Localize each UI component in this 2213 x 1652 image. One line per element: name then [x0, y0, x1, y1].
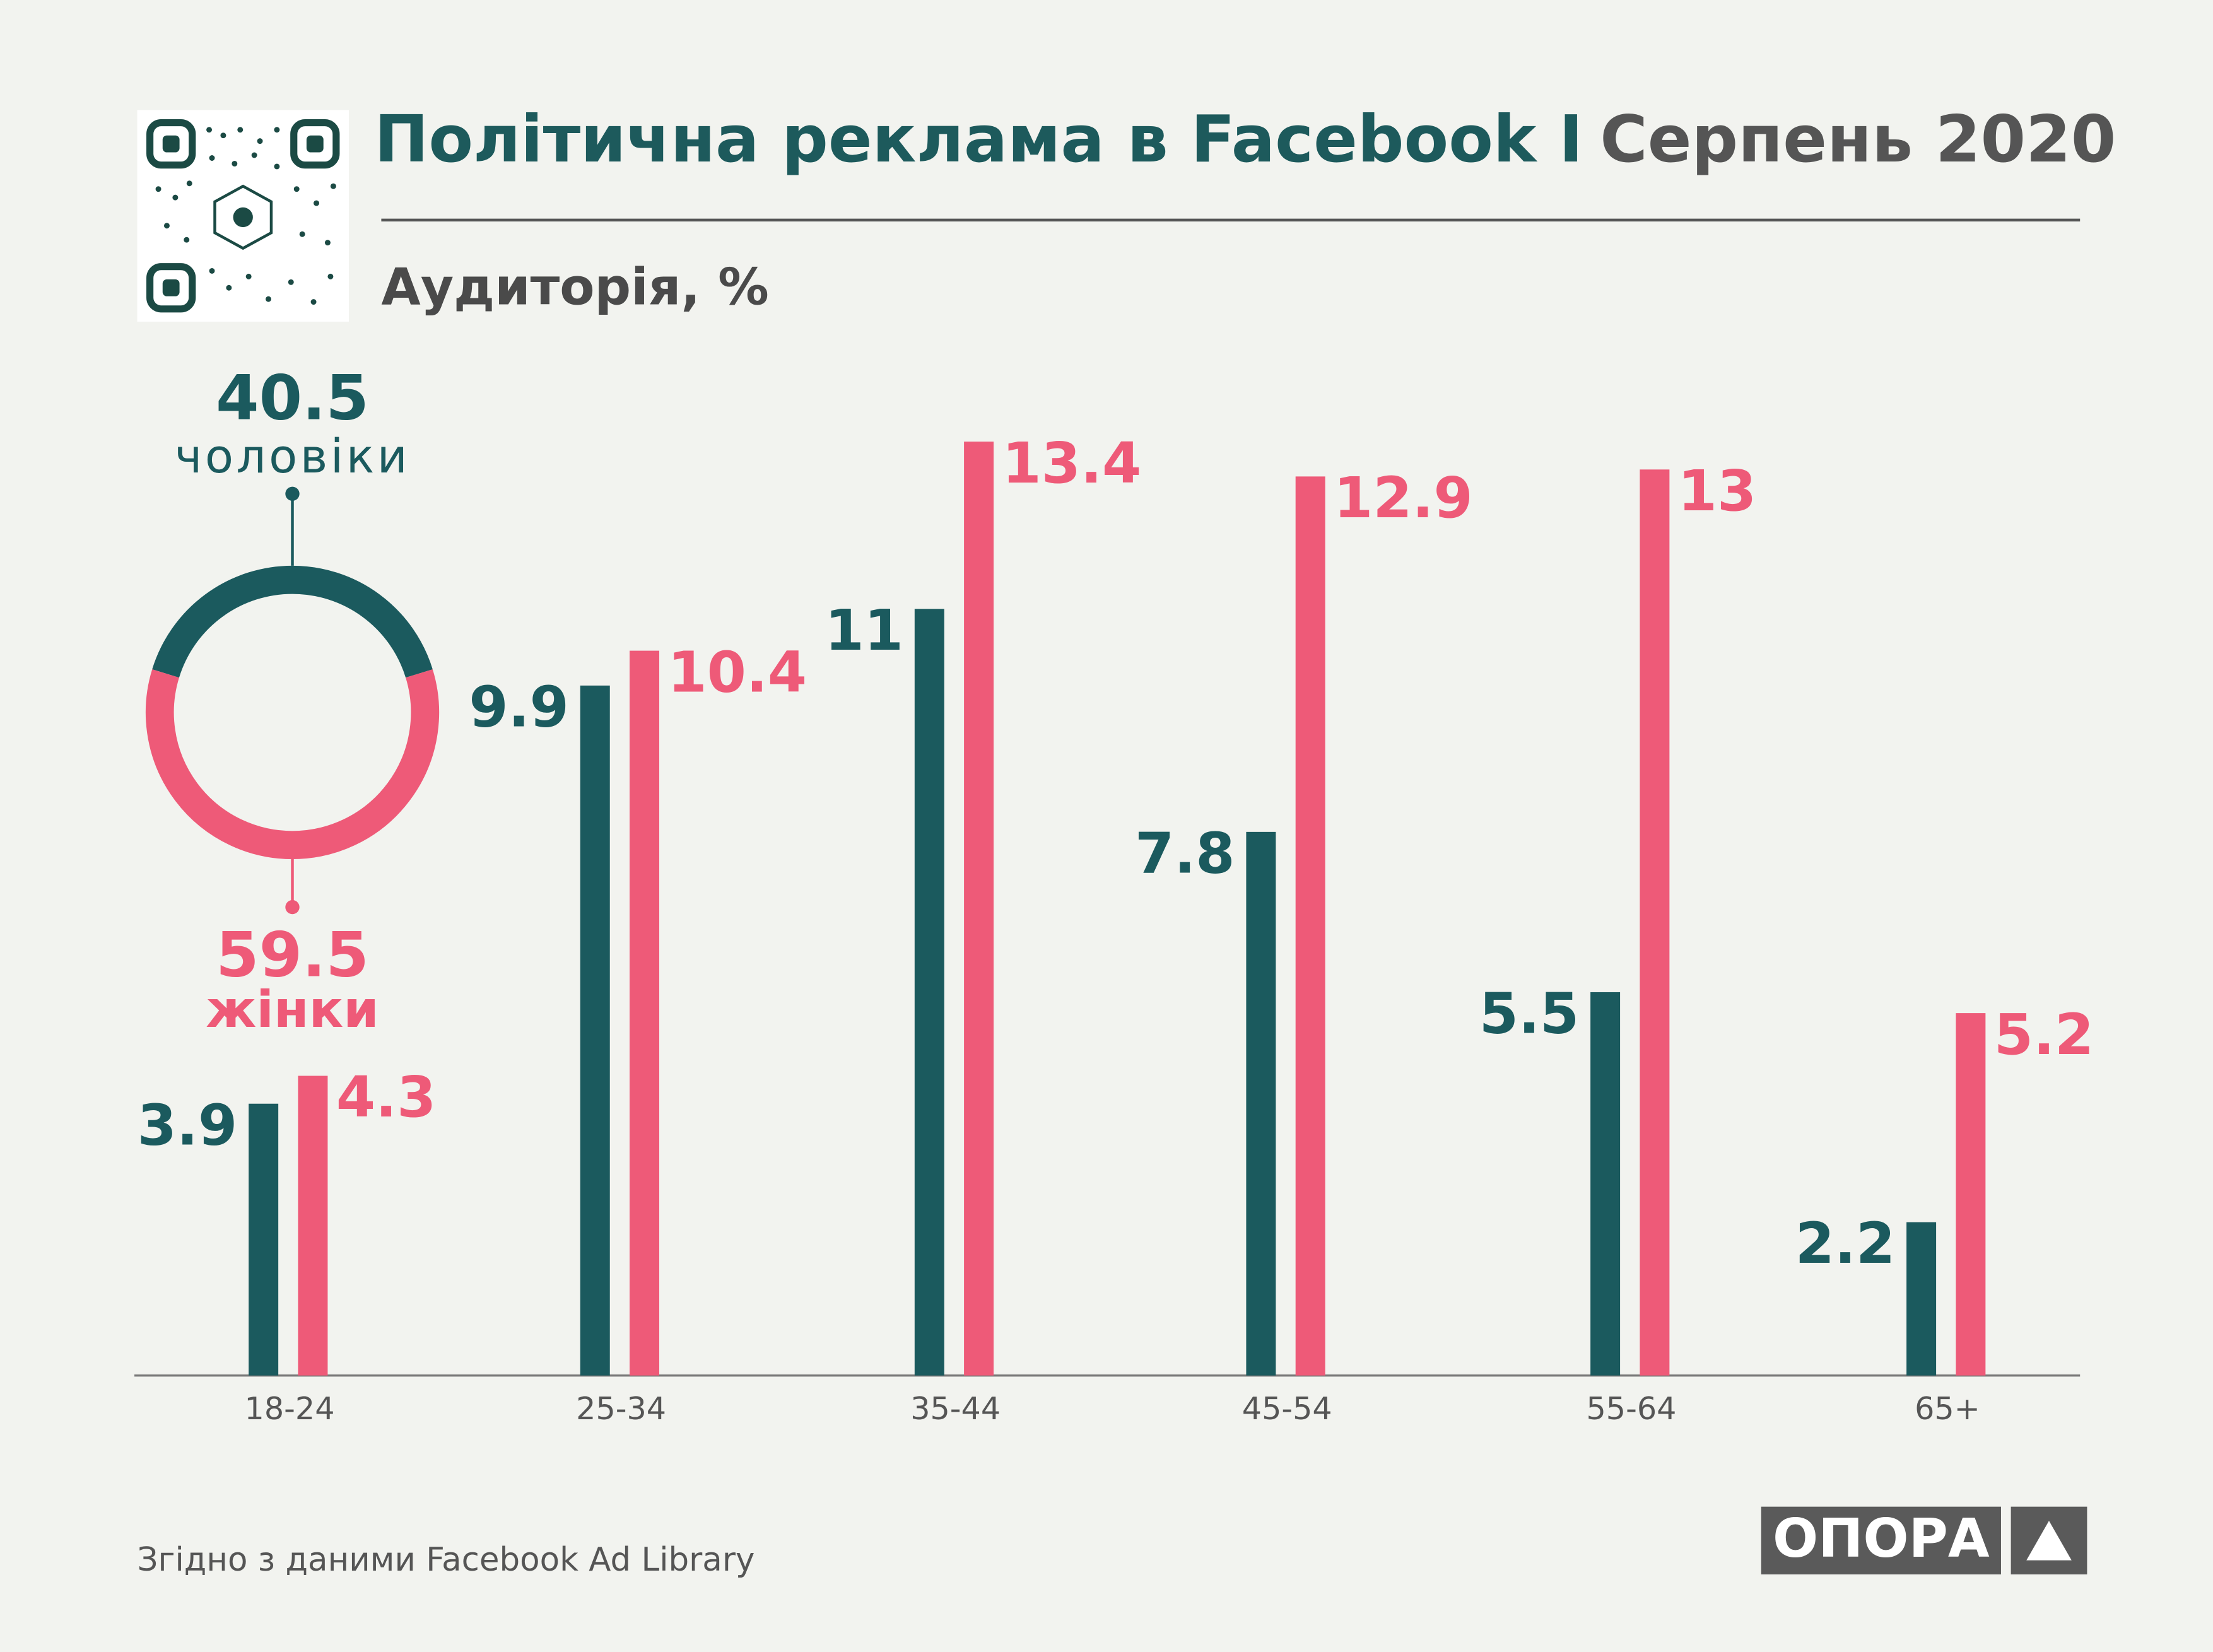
x-tick-label: 25-34 — [576, 1390, 666, 1427]
value-label: 3.9 — [138, 1093, 237, 1158]
donut-segment — [145, 669, 440, 860]
x-tick-label: 45-54 — [1242, 1390, 1332, 1427]
value-label: 12.9 — [1334, 466, 1473, 531]
bar — [1295, 476, 1325, 1376]
qr-code — [137, 110, 349, 322]
title-date: Серпень 2020 — [1600, 102, 2116, 177]
logo: ОПОРА — [1761, 1506, 2087, 1574]
bar — [249, 1103, 279, 1376]
bar — [630, 650, 660, 1376]
x-tick-label: 55-64 — [1587, 1390, 1677, 1427]
value-label: 59.5 — [216, 920, 369, 992]
connector-dot — [285, 486, 300, 501]
x-tick-label: 35-44 — [910, 1390, 1001, 1427]
value-label: 11 — [825, 598, 903, 664]
bar — [1590, 992, 1621, 1376]
x-tick-label: 18-24 — [245, 1390, 335, 1427]
bar — [964, 442, 994, 1376]
connector-dot — [285, 899, 300, 915]
legend-label: чоловіки — [175, 430, 410, 484]
bar — [1956, 1013, 1986, 1376]
value-label: 5.5 — [1479, 981, 1579, 1047]
bar — [1246, 831, 1276, 1376]
bar — [298, 1075, 328, 1376]
value-label: 40.5 — [216, 362, 369, 434]
title-main: Політична реклама в Facebook I — [374, 102, 1583, 177]
legend-label: жінки — [206, 980, 379, 1039]
value-label: 4.3 — [336, 1065, 436, 1130]
value-label: 9.9 — [469, 674, 568, 740]
bar — [580, 685, 610, 1376]
value-label: 13 — [1678, 459, 1756, 524]
value-label: 7.8 — [1135, 821, 1235, 887]
x-tick-label: 65+ — [1915, 1390, 1980, 1427]
bar — [914, 609, 944, 1376]
donut-segment — [152, 565, 433, 678]
value-label: 13.4 — [1002, 431, 1141, 496]
logo-text: ОПОРА — [1773, 1508, 1990, 1570]
subtitle: Аудиторія, % — [381, 257, 768, 317]
bar — [1906, 1222, 1937, 1376]
value-label: 2.2 — [1795, 1211, 1895, 1277]
value-label: 10.4 — [667, 640, 807, 705]
source: Згідно з даними Facebook Ad Library — [137, 1541, 754, 1579]
value-label: 5.2 — [1994, 1002, 2094, 1068]
bar — [1640, 469, 1670, 1376]
title: Політична реклама в Facebook I Серпень 20… — [374, 102, 2116, 177]
